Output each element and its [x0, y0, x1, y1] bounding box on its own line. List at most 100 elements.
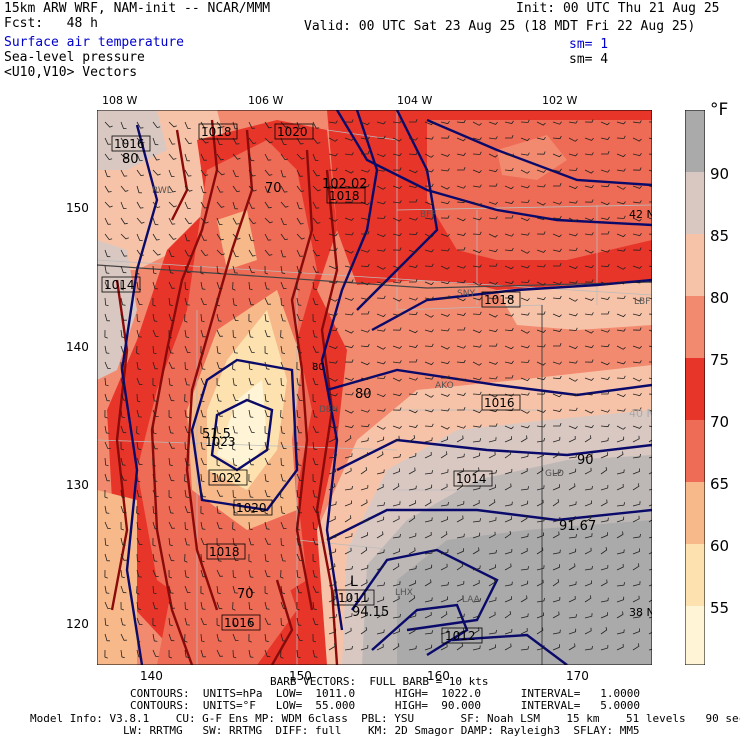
wind-barb: [200, 457, 207, 465]
wind-barb: [280, 313, 286, 322]
wind-barb: [520, 169, 530, 174]
wind-barb: [360, 121, 370, 126]
wind-barb: [376, 375, 386, 379]
wind-barb: [216, 249, 225, 256]
wind-barb: [409, 199, 418, 203]
wind-barb: [280, 537, 285, 547]
wind-barb: [584, 424, 594, 429]
wind-barb: [120, 297, 126, 306]
wind-barb: [488, 376, 498, 380]
wind-barb: [168, 361, 176, 369]
wind-barb: [312, 345, 320, 353]
wind-barb: [553, 263, 562, 267]
wind-barb: [216, 137, 223, 145]
lon-label: 102 W: [542, 94, 578, 107]
wind-barb: [184, 569, 190, 578]
wind-barb: [520, 152, 530, 156]
wind-barb: [440, 200, 450, 205]
wind-barb: [168, 345, 174, 354]
wind-barb: [360, 499, 368, 507]
wind-barb: [472, 311, 482, 315]
wind-barb: [184, 617, 190, 626]
wind-barb: [216, 265, 221, 275]
wind-barb: [328, 185, 338, 190]
extreme-value: 94.15: [352, 605, 389, 620]
wind-barb: [200, 201, 208, 209]
wind-barb: [392, 327, 402, 331]
wind-barb: [648, 616, 652, 619]
wind-barb: [649, 121, 652, 123]
wind-barb: [568, 185, 578, 190]
wind-barb: [360, 467, 368, 475]
wind-barb: [376, 233, 386, 238]
wind-barb: [568, 483, 576, 491]
wind-barb: [360, 409, 370, 413]
wind-barb: [472, 409, 482, 414]
y-tick-label: 120: [66, 617, 89, 631]
wind-barb: [184, 217, 192, 225]
wind-barb: [344, 249, 354, 254]
wind-barb: [168, 537, 173, 547]
wind-barb: [312, 377, 319, 386]
wind-barb: [312, 169, 320, 177]
wind-barb: [536, 281, 546, 286]
wind-barb: [456, 345, 466, 349]
wind-barb: [440, 469, 449, 475]
wind-barb: [616, 135, 626, 139]
wind-barb: [424, 630, 434, 635]
wind-barb: [536, 579, 544, 587]
wind-barb: [328, 595, 336, 603]
wind-barb: [584, 312, 594, 316]
wind-barb: [536, 409, 546, 413]
wind-barb: [616, 295, 626, 299]
field-vectors: <U10,V10> Vectors: [4, 65, 138, 80]
wind-barb: [376, 451, 384, 459]
wind-barb: [248, 425, 255, 433]
wind-barb: [520, 185, 530, 189]
wind-barb: [408, 329, 418, 334]
wind-barb: [409, 359, 418, 363]
wind-barb: [552, 516, 561, 523]
wind-barb: [536, 485, 545, 491]
wind-barb: [568, 327, 578, 331]
wind-barb: [408, 547, 416, 555]
wind-barb: [280, 633, 286, 642]
wind-barb: [408, 595, 416, 603]
wind-barb: [392, 501, 401, 507]
wind-barb: [568, 425, 578, 430]
wind-barb: [120, 649, 125, 659]
wind-barb: [504, 327, 514, 332]
wind-barb: [328, 137, 338, 142]
wind-barb: [584, 359, 594, 363]
wind-barb: [264, 297, 272, 305]
wind-barb: [424, 409, 434, 413]
wind-barb: [392, 533, 401, 539]
wind-barb: [584, 232, 594, 236]
wind-barb: [312, 489, 318, 498]
wind-barb: [600, 249, 610, 253]
colorbar-swatch: [685, 544, 705, 606]
wind-barb: [120, 185, 129, 192]
wind-barb: [536, 645, 545, 651]
wind-barb: [456, 435, 464, 443]
wind-barb: [440, 313, 450, 317]
wind-barb: [328, 563, 336, 571]
wind-barb: [472, 184, 482, 188]
wind-barb: [200, 569, 207, 578]
wind-barb: [552, 313, 562, 318]
forecast-hour: Fcst: 48 h: [4, 16, 98, 31]
wind-barb: [216, 441, 223, 450]
wind-barb: [296, 521, 300, 531]
wind-barb: [488, 153, 498, 158]
wind-barb: [504, 643, 512, 651]
wind-barb: [568, 595, 576, 603]
wind-barb: [632, 483, 640, 491]
contour-info-temp: CONTOURS: UNITS=°F LOW= 55.000 HIGH= 90.…: [130, 699, 640, 712]
wind-barb: [536, 184, 546, 188]
wind-barb: [344, 547, 352, 555]
wind-barb: [520, 425, 530, 429]
wind-barb: [568, 265, 578, 270]
wind-barb: [424, 281, 434, 286]
wind-barb: [504, 468, 513, 475]
wind-barb: [168, 649, 173, 659]
